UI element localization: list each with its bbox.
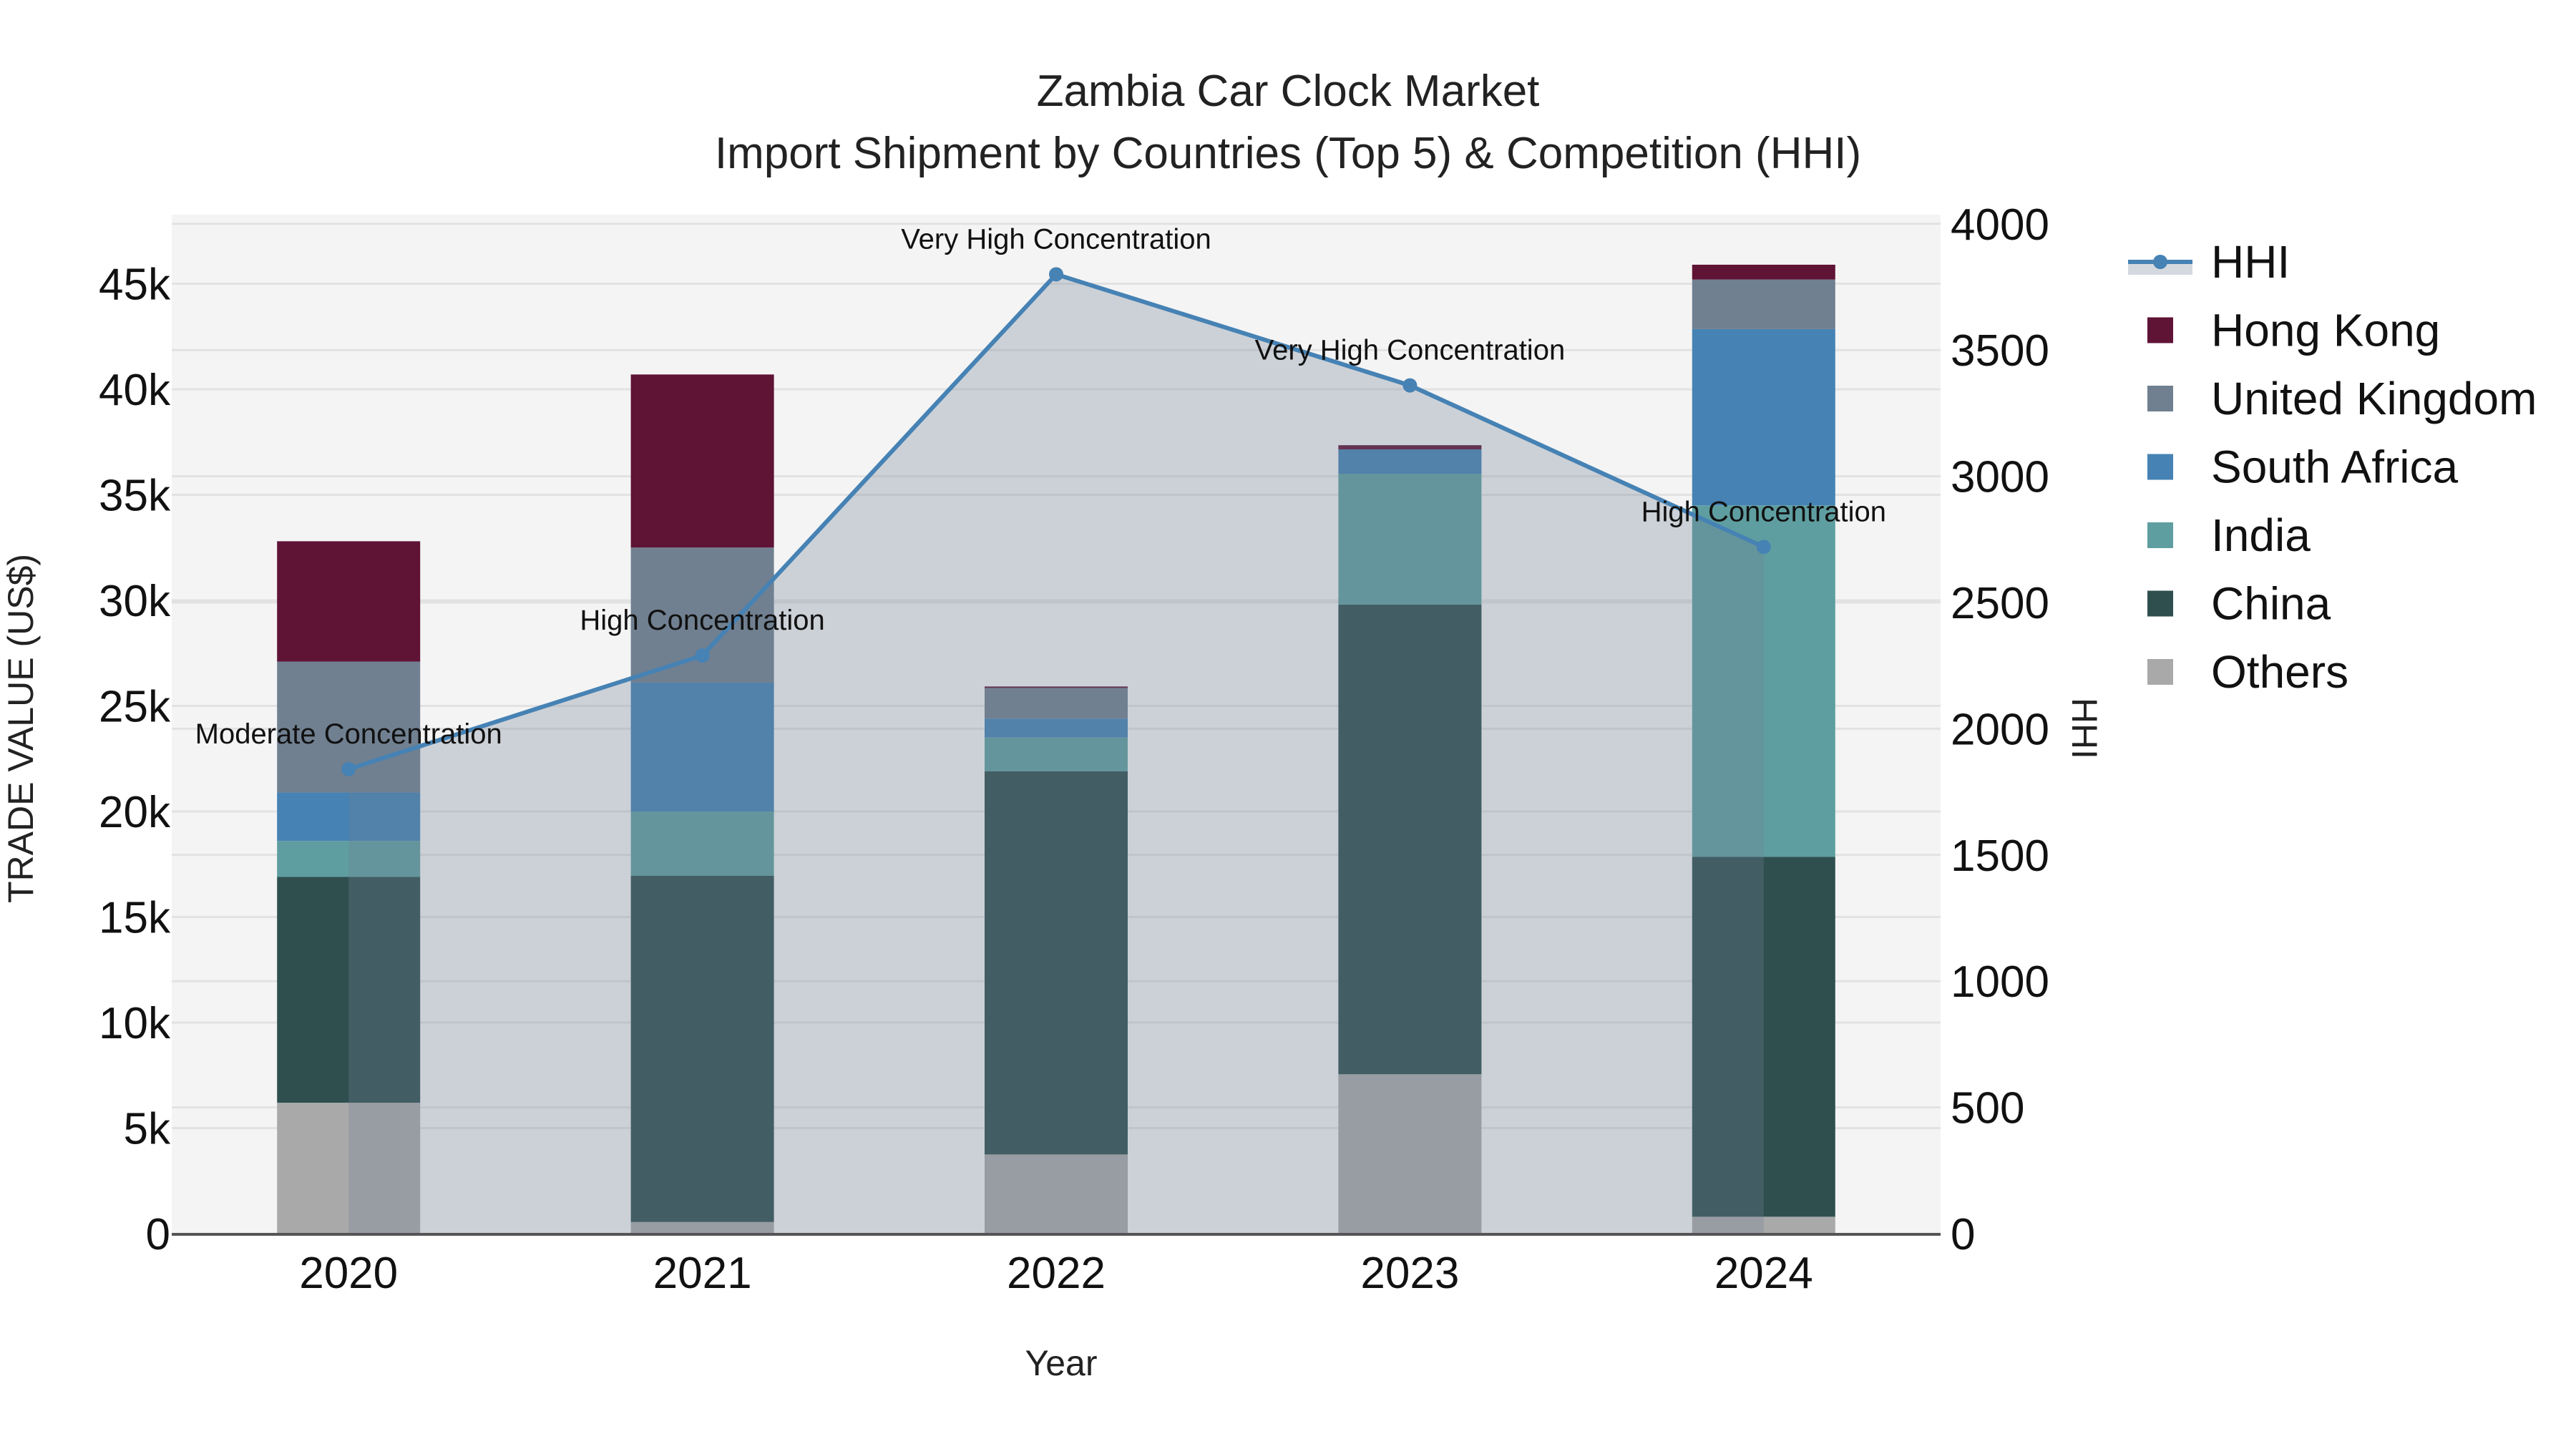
bar-segment-india [985, 737, 1128, 771]
legend-item-hhi[interactable]: HHI [2128, 236, 2290, 288]
bar-segment-south-africa [1692, 328, 1835, 506]
bar-segment-india [630, 811, 774, 876]
bar-segment-south-africa [1338, 449, 1482, 474]
legend-square-icon [2147, 454, 2173, 480]
y-right-tick: 3500 [1951, 326, 2049, 376]
bar-segment-china [985, 771, 1128, 1155]
bar-segment-india [1338, 474, 1482, 605]
legend-item-others[interactable]: Others [2147, 646, 2348, 698]
y-left-tick: 40k [99, 366, 171, 415]
legend-label: United Kingdom [2211, 373, 2537, 424]
bar-segment-south-africa [277, 792, 421, 841]
legend-square-icon [2147, 522, 2173, 548]
legend-item-china[interactable]: China [2147, 578, 2331, 630]
y-right-tick: 3000 [1951, 453, 2049, 502]
legend-square-icon [2147, 386, 2173, 411]
legend-label: Others [2211, 646, 2348, 698]
y-left-tick: 35k [99, 472, 171, 521]
hhi-annotations: Moderate Concentration High Concentration… [195, 223, 1886, 749]
legend-item-united-kingdom[interactable]: United Kingdom [2147, 373, 2537, 424]
y-right-tick: 2000 [1951, 705, 2049, 754]
stacked-bars [277, 264, 1835, 1234]
bar-segment-others [630, 1221, 774, 1234]
bar-segment-china [1692, 857, 1835, 1217]
legend-item-south-africa[interactable]: South Africa [2147, 441, 2459, 493]
hhi-marker [341, 761, 356, 776]
legend: HHI Hong Kong United Kingdom South Africa In… [2128, 236, 2537, 698]
bar-segment-others [985, 1154, 1128, 1234]
x-tick: 2023 [1360, 1249, 1459, 1298]
y-right-tick: 500 [1951, 1084, 2024, 1133]
x-tick: 2024 [1714, 1249, 1813, 1298]
y-left-axis-title: TRADE VALUE (US$) [1, 554, 41, 903]
bar-segment-south-africa [985, 718, 1128, 738]
y-left-tick: 10k [99, 999, 171, 1048]
bar-segment-united-kingdom [985, 688, 1128, 719]
bar-segment-south-africa [630, 683, 774, 811]
legend-label: HHI [2211, 236, 2290, 288]
bar-segment-china [1338, 604, 1482, 1075]
legend-square-icon [2147, 659, 2173, 685]
y-right-tick: 1000 [1951, 957, 2049, 1007]
chart-title-line2: Import Shipment by Countries (Top 5) & C… [715, 129, 1861, 178]
y-left-tick: 20k [99, 788, 171, 837]
bar-segment-hong-kong [985, 686, 1128, 688]
hhi-area [348, 274, 1764, 1234]
bar-segment-india [1692, 505, 1835, 857]
x-tick: 2022 [1007, 1249, 1106, 1298]
y-left-tick: 30k [99, 577, 171, 626]
y-left-tick: 5k [124, 1105, 171, 1154]
legend-item-india[interactable]: India [2147, 509, 2311, 561]
y-left-tick: 15k [99, 894, 171, 943]
bar-segment-hong-kong [1692, 264, 1835, 280]
y-right-axis-title: HHI [2064, 698, 2104, 759]
y-left-tick: 0 [146, 1210, 170, 1259]
legend-label: India [2211, 509, 2311, 561]
bar-segment-hong-kong [1338, 445, 1482, 450]
legend-square-icon [2147, 317, 2173, 343]
legend-square-icon [2147, 590, 2173, 617]
right-axis-ticks: 0 500 1000 1500 2000 2500 3000 3500 4000 [1951, 200, 2049, 1259]
y-right-tick: 0 [1951, 1210, 1975, 1259]
bar-segment-united-kingdom [1692, 279, 1835, 329]
legend-label: China [2211, 578, 2331, 630]
bar-segment-hong-kong [630, 374, 774, 548]
bar-segment-india [277, 841, 421, 877]
bar-segment-others [1338, 1074, 1482, 1234]
x-axis-title: Year [1025, 1343, 1097, 1383]
hhi-marker [1049, 267, 1063, 282]
y-right-tick: 4000 [1951, 200, 2049, 250]
bar-segment-china [630, 875, 774, 1222]
y-left-tick: 45k [99, 260, 171, 310]
hhi-annotation: Very High Concentration [1255, 335, 1566, 366]
hhi-annotation: High Concentration [1641, 496, 1886, 527]
hhi-series [341, 267, 1771, 1234]
bar-segment-china [277, 877, 421, 1103]
legend-label: South Africa [2211, 441, 2459, 493]
hhi-annotation: Very High Concentration [901, 223, 1211, 255]
chart-title-line1: Zambia Car Clock Market [1037, 67, 1540, 116]
hhi-marker [695, 648, 710, 663]
bar-segment-others [277, 1103, 421, 1234]
x-tick: 2020 [299, 1249, 398, 1298]
bar-segment-hong-kong [277, 541, 421, 662]
hhi-annotation: Moderate Concentration [195, 718, 502, 750]
y-right-tick: 1500 [1951, 831, 2049, 881]
hhi-annotation: High Concentration [580, 605, 824, 636]
x-tick: 2021 [653, 1249, 752, 1298]
hhi-marker [1756, 540, 1771, 555]
hhi-marker [1402, 378, 1418, 393]
x-axis-ticks: 2020 2021 2022 2023 2024 [299, 1249, 1813, 1298]
y-left-tick: 25k [99, 683, 171, 732]
legend-label: Hong Kong [2211, 305, 2440, 356]
legend-item-hong-kong[interactable]: Hong Kong [2147, 305, 2440, 356]
left-axis-ticks: 0 5k 10k 15k 20k 25k 30k 35k 40k 45k [99, 260, 171, 1260]
legend-marker-icon [2153, 255, 2167, 269]
y-right-tick: 2500 [1951, 579, 2049, 628]
bar-segment-others [1692, 1216, 1835, 1234]
